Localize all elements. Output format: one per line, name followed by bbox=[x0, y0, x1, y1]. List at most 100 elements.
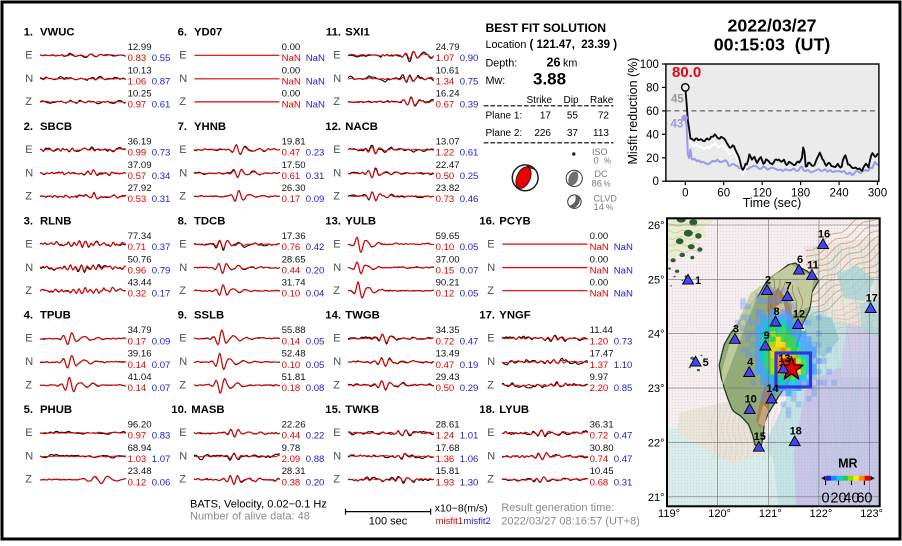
svg-text:E: E bbox=[25, 427, 32, 439]
svg-text:Z: Z bbox=[179, 474, 186, 486]
svg-text:37: 37 bbox=[567, 128, 579, 139]
svg-text:0.19: 0.19 bbox=[460, 360, 479, 371]
svg-text:14: 14 bbox=[594, 202, 605, 213]
svg-text:1.10: 1.10 bbox=[614, 360, 633, 371]
svg-text:4: 4 bbox=[747, 357, 754, 369]
svg-text:Time (sec): Time (sec) bbox=[743, 196, 802, 210]
svg-text:Location: Location bbox=[486, 39, 527, 51]
svg-text:40: 40 bbox=[843, 491, 859, 507]
svg-text:0.29: 0.29 bbox=[460, 383, 479, 394]
svg-text:E: E bbox=[179, 238, 186, 250]
svg-text:21°: 21° bbox=[648, 492, 665, 504]
svg-text:MASB: MASB bbox=[191, 404, 224, 416]
svg-text:%: % bbox=[606, 203, 613, 212]
svg-text:120°: 120° bbox=[708, 508, 731, 520]
svg-text:0.42: 0.42 bbox=[306, 242, 325, 253]
svg-text:0.47: 0.47 bbox=[460, 336, 479, 347]
svg-text:60: 60 bbox=[717, 188, 730, 200]
svg-text:BEST FIT SOLUTION: BEST FIT SOLUTION bbox=[486, 21, 607, 35]
svg-text:10.45: 10.45 bbox=[590, 466, 614, 477]
svg-text:Mw:: Mw: bbox=[486, 75, 506, 87]
svg-text:0.47: 0.47 bbox=[614, 454, 633, 465]
svg-text:0.17: 0.17 bbox=[282, 194, 301, 205]
svg-text:16.: 16. bbox=[479, 215, 495, 227]
svg-text:0.85: 0.85 bbox=[614, 383, 633, 394]
svg-text:E: E bbox=[25, 50, 32, 62]
svg-text:0.20: 0.20 bbox=[306, 477, 325, 488]
svg-text:( 121.47, 23.39 ): ( 121.47, 23.39 ) bbox=[530, 39, 618, 51]
svg-text:E: E bbox=[333, 144, 340, 156]
svg-text:1.06: 1.06 bbox=[128, 77, 147, 88]
svg-text:0.00: 0.00 bbox=[282, 66, 301, 77]
svg-text:3.88: 3.88 bbox=[533, 70, 566, 89]
svg-text:180: 180 bbox=[791, 188, 810, 200]
svg-text:0.88: 0.88 bbox=[306, 454, 325, 465]
svg-text:0.00: 0.00 bbox=[282, 89, 301, 100]
svg-text:0.73: 0.73 bbox=[436, 194, 455, 205]
svg-text:N: N bbox=[179, 451, 187, 463]
svg-text:29.43: 29.43 bbox=[436, 372, 460, 383]
svg-text:24.79: 24.79 bbox=[436, 42, 460, 53]
svg-text:5: 5 bbox=[703, 357, 709, 369]
svg-text:13: 13 bbox=[778, 353, 790, 365]
svg-text:240: 240 bbox=[830, 188, 849, 200]
svg-text:80.0: 80.0 bbox=[672, 64, 701, 81]
svg-text:226: 226 bbox=[534, 128, 551, 139]
svg-text:0.14: 0.14 bbox=[282, 336, 301, 347]
svg-text:PCYB: PCYB bbox=[499, 215, 530, 227]
svg-text:26.30: 26.30 bbox=[282, 183, 306, 194]
svg-text:0.61: 0.61 bbox=[460, 148, 479, 159]
svg-text:37.09: 37.09 bbox=[128, 160, 152, 171]
svg-text:1: 1 bbox=[695, 275, 701, 287]
svg-text:50.76: 50.76 bbox=[128, 254, 152, 265]
svg-text:1.03: 1.03 bbox=[128, 454, 147, 465]
svg-text:0.25: 0.25 bbox=[460, 171, 479, 182]
svg-text:TPUB: TPUB bbox=[40, 310, 71, 322]
svg-text:10.: 10. bbox=[171, 404, 187, 416]
svg-text:22.47: 22.47 bbox=[436, 160, 460, 171]
svg-text:N: N bbox=[179, 167, 187, 179]
svg-text:N: N bbox=[25, 73, 33, 85]
svg-text:NaN: NaN bbox=[282, 100, 301, 111]
svg-text:14.: 14. bbox=[325, 310, 341, 322]
svg-text:11: 11 bbox=[807, 260, 819, 272]
svg-text:31.74: 31.74 bbox=[282, 277, 307, 288]
svg-text:59.65: 59.65 bbox=[436, 231, 460, 242]
svg-text:18: 18 bbox=[790, 426, 802, 438]
svg-text:TWGB: TWGB bbox=[345, 310, 380, 322]
svg-text:Z: Z bbox=[179, 96, 186, 108]
svg-text:0.10: 0.10 bbox=[282, 360, 301, 371]
svg-text:N: N bbox=[179, 73, 187, 85]
svg-text:0.18: 0.18 bbox=[282, 383, 301, 394]
svg-text:Z: Z bbox=[333, 379, 340, 391]
svg-text:25°: 25° bbox=[648, 274, 665, 286]
svg-text:0.99: 0.99 bbox=[128, 148, 147, 159]
svg-text:Z: Z bbox=[25, 474, 32, 486]
svg-text:55: 55 bbox=[567, 111, 579, 122]
svg-text:300: 300 bbox=[868, 188, 887, 200]
svg-text:E: E bbox=[487, 333, 494, 345]
svg-text:N: N bbox=[487, 451, 495, 463]
svg-text:10.61: 10.61 bbox=[436, 66, 460, 77]
svg-text:3: 3 bbox=[733, 323, 739, 335]
svg-text:0.08: 0.08 bbox=[306, 383, 325, 394]
svg-text:0.97: 0.97 bbox=[128, 100, 147, 111]
svg-text:1.20: 1.20 bbox=[590, 336, 609, 347]
svg-text:13.07: 13.07 bbox=[436, 136, 460, 147]
svg-text:CLVD: CLVD bbox=[594, 194, 618, 204]
svg-text:0.47: 0.47 bbox=[614, 431, 633, 442]
svg-text:36.31: 36.31 bbox=[590, 420, 614, 431]
svg-text:10: 10 bbox=[745, 394, 757, 406]
svg-text:13.: 13. bbox=[325, 215, 341, 227]
svg-text:SSLB: SSLB bbox=[194, 310, 224, 322]
svg-text:0.76: 0.76 bbox=[282, 242, 301, 253]
svg-text:8: 8 bbox=[773, 306, 779, 318]
svg-text:0.67: 0.67 bbox=[436, 100, 455, 111]
svg-text:0.74: 0.74 bbox=[590, 454, 609, 465]
svg-text:N: N bbox=[333, 356, 341, 368]
svg-text:0.47: 0.47 bbox=[282, 148, 301, 159]
svg-text:0.53: 0.53 bbox=[128, 194, 147, 205]
svg-text:1.07: 1.07 bbox=[436, 53, 455, 64]
svg-text:0.00: 0.00 bbox=[590, 254, 609, 265]
svg-text:0.20: 0.20 bbox=[306, 265, 325, 276]
